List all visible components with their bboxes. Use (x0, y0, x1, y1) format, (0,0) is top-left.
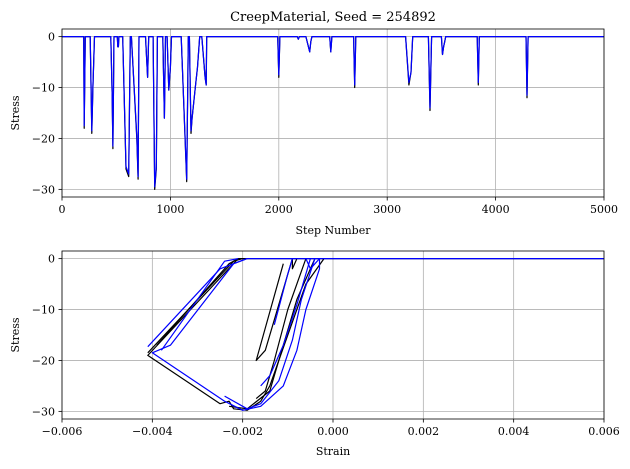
x-tick-label: 0.004 (498, 425, 530, 438)
series-lines (147, 258, 604, 411)
y-tick-label: −20 (32, 354, 55, 367)
x-tick-label: 0.006 (588, 425, 620, 438)
series-line-segment (147, 258, 248, 348)
x-tick-label: 2000 (265, 203, 293, 216)
series-line (62, 35, 604, 188)
x-tick-label: −0.002 (222, 425, 263, 438)
series-line-segment (291, 258, 298, 270)
gridlines (61, 251, 605, 419)
axes-frame (61, 28, 605, 198)
y-tick-label: −30 (32, 183, 55, 196)
y-tick-label: −30 (32, 405, 55, 418)
series-line-segment (224, 258, 316, 410)
gridlines (61, 29, 605, 197)
x-tick-label: 4000 (482, 203, 510, 216)
x-axis-label: Step Number (296, 224, 372, 237)
series-line-segment (255, 258, 307, 400)
x-axis-label: Strain (316, 445, 350, 458)
stress-vs-step-axes: CreepMaterial, Seed = 254892 0 1000 2000 30… (9, 10, 618, 237)
series-2 (147, 258, 604, 411)
chart-title: CreepMaterial, Seed = 254892 (230, 10, 436, 25)
series-line-segment (305, 258, 320, 270)
tick-labels: 0 1000 2000 3000 4000 5000 0 −10 −20 −30 (32, 31, 618, 216)
x-tick-label: 5000 (590, 203, 618, 216)
series-line-segment (255, 258, 293, 362)
series-line-segment (260, 258, 311, 387)
series-line-segment (156, 258, 239, 346)
y-axis-label: Stress (9, 95, 22, 130)
x-tick-label: −0.006 (42, 425, 83, 438)
series-line-segment (160, 258, 239, 351)
tick-labels: −0.006 −0.004 −0.002 0.000 0.002 0.004 0.006 0 −… (32, 253, 620, 438)
x-tick-label: −0.004 (132, 425, 173, 438)
x-tick-label: 1000 (156, 203, 184, 216)
series-lines (62, 35, 604, 190)
y-tick-label: 0 (48, 31, 55, 44)
series-line-segment (147, 258, 604, 411)
series-2 (62, 35, 604, 188)
series-line-segment (273, 258, 293, 325)
stress-vs-strain-axes: −0.006 −0.004 −0.002 0.000 0.002 0.004 0.006 0 −… (9, 250, 620, 458)
x-tick-label: 0.000 (317, 425, 349, 438)
series-1 (147, 258, 604, 411)
y-tick-label: −10 (32, 304, 55, 317)
series-line (62, 35, 604, 190)
y-tick-label: −10 (32, 82, 55, 95)
y-tick-label: 0 (48, 253, 55, 266)
x-tick-label: 3000 (373, 203, 401, 216)
series-line-segment (151, 258, 604, 411)
series-line-segment (229, 258, 316, 410)
y-axis-label: Stress (9, 317, 22, 352)
x-tick-label: 0.002 (408, 425, 440, 438)
series-1 (62, 35, 604, 190)
x-tick-label: 0 (59, 203, 66, 216)
y-tick-label: −20 (32, 132, 55, 145)
